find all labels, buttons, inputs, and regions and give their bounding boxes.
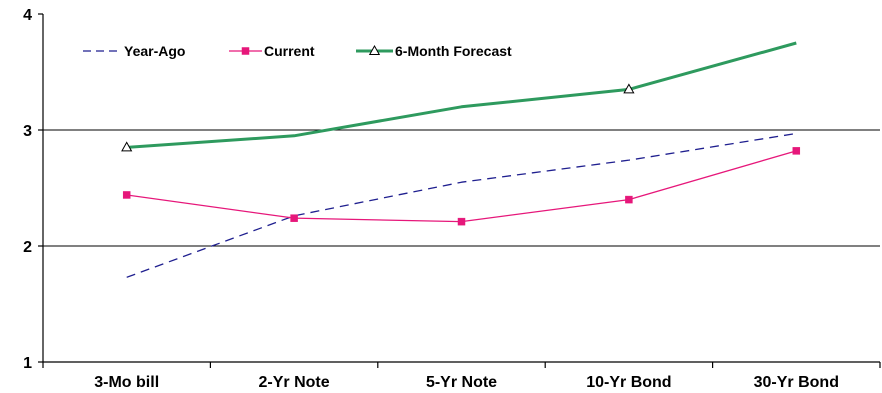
data-point-marker bbox=[121, 141, 133, 152]
data-point-marker bbox=[290, 214, 298, 222]
legend-label: 6-Month Forecast bbox=[395, 43, 512, 59]
y-tick-label: 2 bbox=[23, 239, 32, 256]
data-point-marker bbox=[625, 195, 633, 204]
legend-label: Current bbox=[264, 43, 315, 59]
series-lines bbox=[121, 41, 801, 278]
legend-item-year-ago: Year-Ago bbox=[83, 43, 185, 59]
y-tick-label: 4 bbox=[23, 7, 32, 24]
y-tick-label: 1 bbox=[23, 355, 32, 372]
data-point-marker bbox=[457, 217, 466, 226]
legend-marker bbox=[241, 47, 250, 55]
series-line bbox=[126, 150, 797, 223]
x-tick-label: 10-Yr Bond bbox=[586, 374, 671, 391]
series-current bbox=[122, 147, 801, 226]
data-point-marker bbox=[623, 83, 635, 94]
legend-item-6-month-forecast: 6-Month Forecast bbox=[356, 43, 512, 59]
series-line bbox=[126, 41, 797, 149]
legend-marker bbox=[368, 44, 381, 55]
x-tick-label: 5-Yr Note bbox=[426, 374, 497, 391]
y-tick-label: 3 bbox=[23, 123, 32, 140]
series-year-ago bbox=[126, 132, 797, 278]
x-tick-label: 3-Mo bill bbox=[94, 374, 159, 391]
data-point-marker bbox=[122, 191, 131, 199]
series-line bbox=[126, 132, 797, 278]
legend-item-current: Current bbox=[229, 43, 315, 59]
x-tick-label: 2-Yr Note bbox=[259, 374, 330, 391]
series-6-month-forecast bbox=[121, 41, 797, 152]
axes: 1 2 3 4 3-Mo bill 2-Yr Note 5-Yr Note 10-Yr Bon… bbox=[23, 7, 881, 391]
legend-label: Year-Ago bbox=[124, 43, 185, 59]
x-tick-label: 30-Yr Bond bbox=[754, 374, 839, 391]
legend: Year-Ago Current 6-Month Forecast bbox=[83, 43, 512, 59]
gridlines bbox=[43, 129, 880, 247]
data-point-marker bbox=[792, 147, 801, 155]
